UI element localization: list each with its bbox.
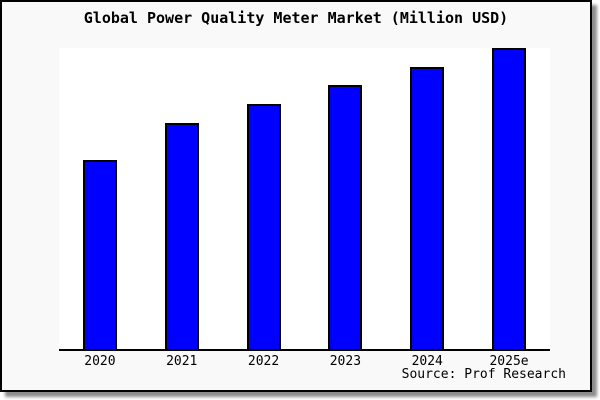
source-note: Source: Prof Research <box>401 367 566 382</box>
bar-2020 <box>82 160 117 349</box>
chart-card: Global Power Quality Meter Market (Milli… <box>0 0 592 392</box>
bar-slot-2020 <box>59 48 141 349</box>
x-axis-label-2022: 2022 <box>247 354 280 369</box>
chart-title: Global Power Quality Meter Market (Milli… <box>83 9 509 27</box>
bar-2023 <box>328 85 363 349</box>
x-axis-label-2025e: 2025e <box>489 354 529 369</box>
bar-2025e <box>492 48 527 349</box>
x-axis-label-2024: 2024 <box>411 354 443 369</box>
x-axis-labels: 2020 2021 2022 2023 2024 2025e <box>59 354 550 369</box>
x-axis-label-2023: 2023 <box>329 354 362 369</box>
bar-2024 <box>410 67 445 349</box>
bar-slot-2022 <box>223 48 305 349</box>
bar-slot-2023 <box>304 48 386 349</box>
bar-slot-2024 <box>386 48 468 349</box>
x-axis-label-2021: 2021 <box>166 354 198 369</box>
plot-area <box>59 48 550 351</box>
bar-2022 <box>246 104 281 349</box>
bar-slot-2025e <box>468 48 550 349</box>
bar-slot-2021 <box>141 48 223 349</box>
x-axis-label-2020: 2020 <box>84 354 116 369</box>
bar-2021 <box>164 123 199 349</box>
